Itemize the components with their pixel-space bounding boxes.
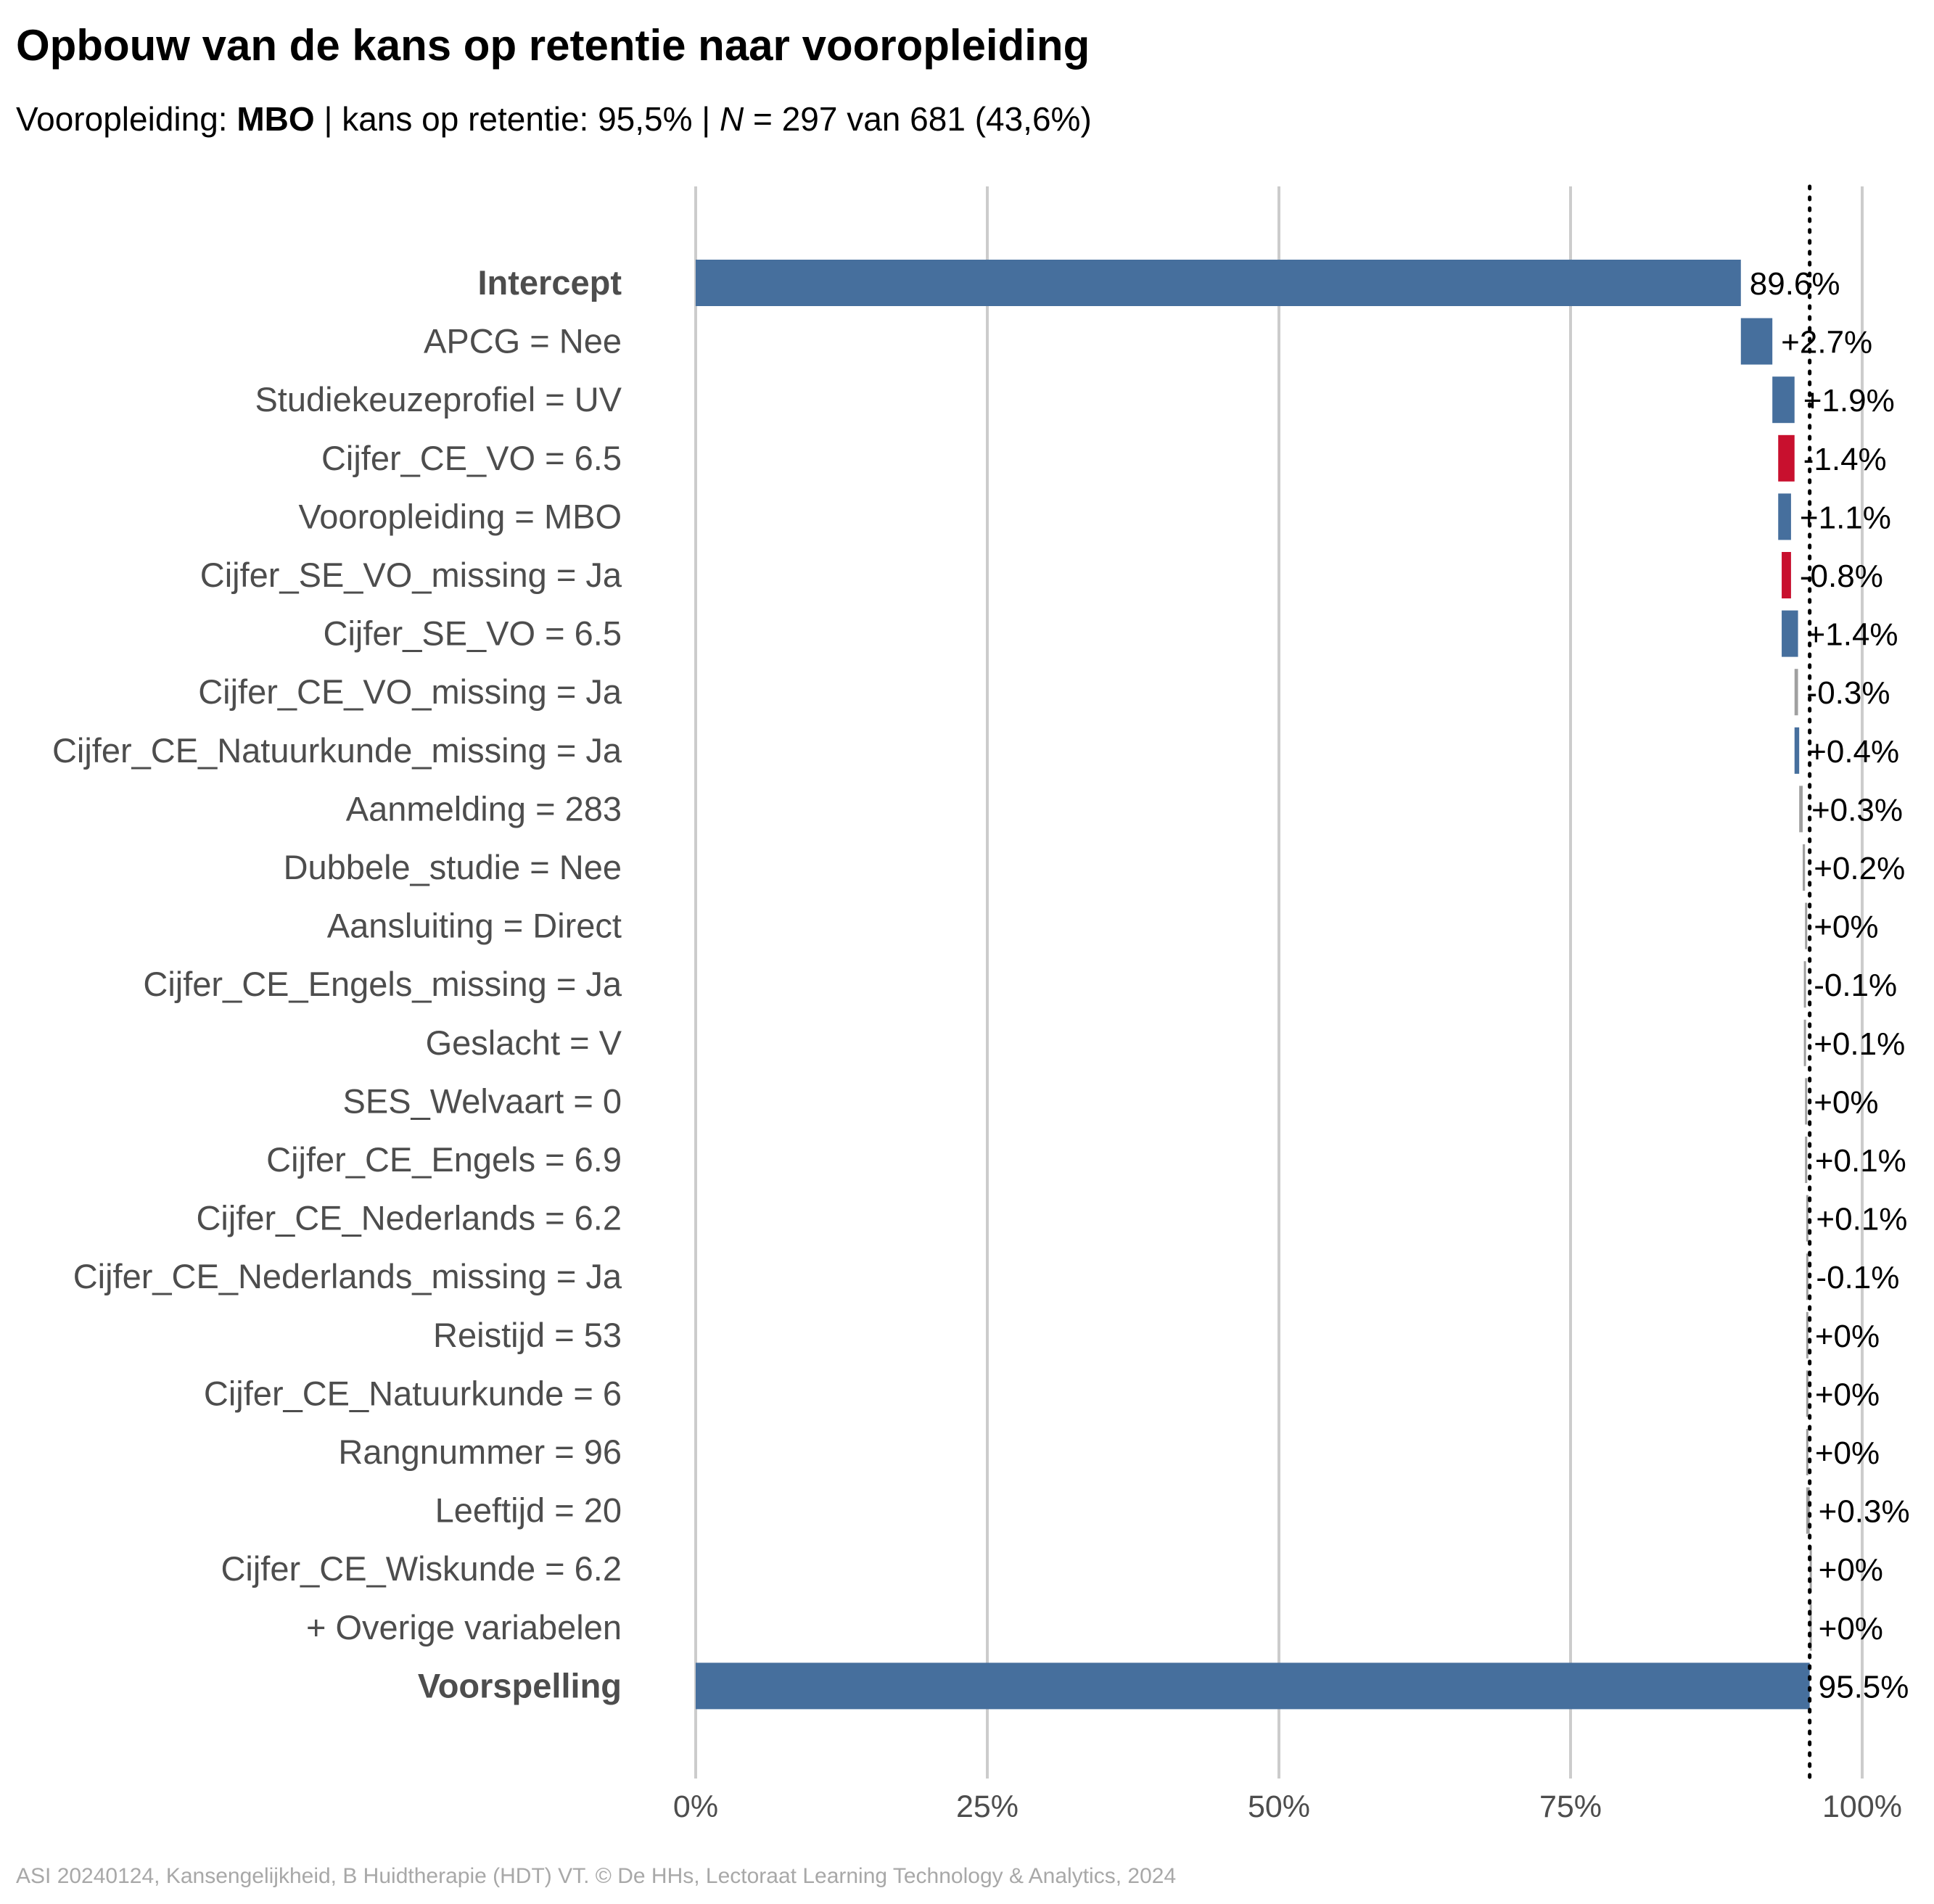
contribution-bar [1806, 1487, 1810, 1534]
category-label: Cijfer_CE_Engels = 6.9 [266, 1140, 622, 1179]
x-tick-label: 50% [1248, 1789, 1310, 1824]
category-label: Leeftijd = 20 [435, 1491, 622, 1530]
value-label: +0% [1815, 1435, 1880, 1471]
contribution-bar [1794, 669, 1798, 716]
category-label: Aansluiting = Direct [327, 907, 622, 945]
category-label: Cijfer_CE_Nederlands = 6.2 [196, 1199, 622, 1237]
value-label: 95.5% [1819, 1669, 1909, 1705]
category-label: Cijfer_CE_Nederlands_missing = Ja [73, 1257, 622, 1295]
category-label: Cijfer_SE_VO = 6.5 [324, 614, 622, 653]
category-label: Cijfer_SE_VO_missing = Ja [200, 556, 622, 594]
category-label: Dubbele_studie = Nee [284, 848, 622, 886]
contribution-bar [1803, 961, 1806, 1008]
x-tick-label: 0% [673, 1789, 718, 1824]
contribution-bar [1778, 493, 1791, 540]
value-label: +0.1% [1815, 1143, 1906, 1179]
contribution-bar [1772, 376, 1795, 424]
category-label: Cijfer_CE_VO = 6.5 [321, 439, 622, 477]
category-label: Reistijd = 53 [433, 1316, 622, 1354]
value-label: +0% [1815, 1319, 1880, 1354]
contribution-bar [1806, 1370, 1809, 1417]
contribution-bar [1806, 1253, 1809, 1301]
total-bar [696, 1662, 1810, 1710]
value-label: +0.2% [1814, 851, 1905, 886]
category-label: Cijfer_CE_Engels_missing = Ja [143, 965, 622, 1003]
category-label: + Overige variabelen [306, 1608, 622, 1647]
value-label: +0.1% [1816, 1202, 1907, 1237]
category-label: Geslacht = V [426, 1023, 622, 1062]
value-label: -0.3% [1807, 675, 1890, 711]
category-label: Aanmelding = 283 [346, 789, 622, 828]
chart-subtitle: Vooropleiding: MBO | kans op retentie: 9… [16, 99, 1092, 139]
value-label: +0.1% [1814, 1026, 1905, 1062]
contribution-bar [1782, 610, 1798, 657]
subtitle-suffix: = 297 van 681 (43,6%) [744, 100, 1092, 138]
contribution-bar [1802, 844, 1806, 891]
contribution-bar [1806, 1429, 1809, 1475]
category-label: APCG = Nee [424, 322, 622, 360]
value-label: +0% [1814, 910, 1878, 945]
chart-caption: ASI 20240124, Kansengelijkheid, B Huidth… [16, 1864, 1177, 1888]
subtitle-prefix: Vooropleiding: [16, 100, 237, 138]
value-label: 89.6% [1750, 266, 1840, 302]
contribution-bar [1740, 318, 1773, 365]
contribution-bar [1806, 1311, 1809, 1359]
value-label: +0% [1815, 1377, 1880, 1412]
contribution-bar [1799, 786, 1803, 833]
contribution-bar [1782, 552, 1791, 598]
x-tick-label: 75% [1539, 1789, 1602, 1824]
value-label: +0.3% [1811, 792, 1903, 828]
category-label: Rangnummer = 96 [338, 1433, 622, 1471]
value-label: -1.4% [1803, 442, 1887, 477]
category-label: Cijfer_CE_Natuurkunde_missing = Ja [52, 731, 622, 770]
contribution-bar [1805, 902, 1808, 949]
category-label: Vooropleiding = MBO [299, 497, 622, 535]
value-label: +1.1% [1800, 500, 1891, 535]
category-label: Cijfer_CE_VO_missing = Ja [198, 672, 622, 711]
value-label: +2.7% [1781, 325, 1872, 360]
subtitle-group: MBO [236, 100, 315, 138]
total-bar [696, 260, 1741, 306]
value-label: +0% [1819, 1552, 1883, 1588]
contribution-bar [1794, 727, 1800, 774]
subtitle-middle: | kans op retentie: 95,5% | [314, 100, 720, 138]
value-label: +0% [1819, 1611, 1883, 1647]
value-label: +0% [1814, 1084, 1878, 1120]
chart-title: Opbouw van de kans op retentie naar voor… [16, 21, 1090, 70]
value-label: +1.4% [1807, 617, 1898, 653]
value-label: -0.1% [1814, 968, 1897, 1003]
x-tick-label: 100% [1822, 1789, 1902, 1824]
category-label: Intercept [478, 263, 622, 302]
category-label: Cijfer_CE_Wiskunde = 6.2 [221, 1549, 622, 1588]
category-label: Studiekeuzeprofiel = UV [255, 380, 622, 419]
value-label: +0.3% [1819, 1494, 1910, 1530]
contribution-bar [1805, 1078, 1808, 1125]
category-label: SES_Welvaart = 0 [343, 1081, 622, 1120]
category-label: Voorspelling [418, 1666, 622, 1705]
contribution-bar [1803, 1019, 1806, 1066]
contribution-bar [1806, 1195, 1809, 1242]
value-label: +0.4% [1808, 734, 1899, 770]
subtitle-n-symbol: N [720, 100, 744, 138]
x-tick-label: 25% [956, 1789, 1019, 1824]
value-label: -0.1% [1816, 1260, 1899, 1295]
category-label: Cijfer_CE_Natuurkunde = 6 [204, 1374, 622, 1412]
contribution-bar [1805, 1137, 1808, 1183]
value-label: +1.9% [1803, 383, 1895, 419]
contribution-bar [1778, 434, 1795, 482]
contribution-bar [1809, 1604, 1812, 1651]
value-label: -0.8% [1800, 559, 1883, 594]
